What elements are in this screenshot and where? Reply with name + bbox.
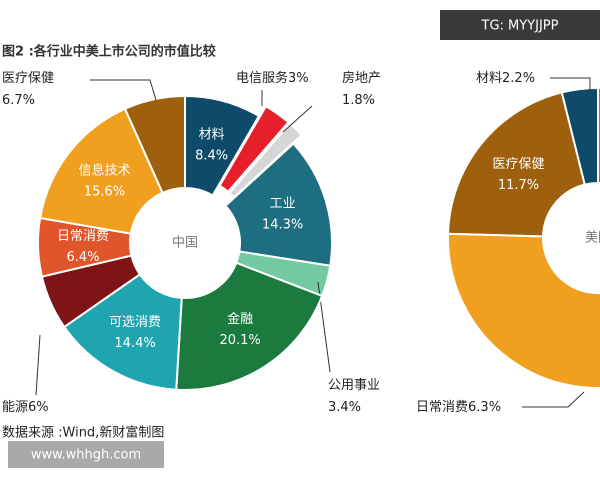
slice-name: 可选消费 [109,314,161,329]
slice-value: 14.3% [262,217,303,232]
center-label: 美国 [585,231,600,246]
slice-label: 材料 8.4% [195,127,228,163]
donut-slice [224,142,333,267]
donut-chart: 材料 8.4% 电信服务3% 房地产 1.8% 工业 14.3% 公用事业 3.4% 金融 20.1… [2,70,381,415]
slice-label: 日常消费 6.4% [57,229,109,265]
slice-name: 日常消费 [57,229,109,244]
watermark-box [440,10,600,40]
slice-name: 材料 [476,71,502,86]
slice-name: 金融 [227,310,253,326]
slice-value: 2.2% [502,71,535,86]
slice-value: 3% [288,71,309,86]
slice-label: 公用事业 3.4% [328,378,380,415]
slice-name: 材料 [199,127,225,142]
slice-label: 能源6% [2,400,49,415]
slice-value: 6% [28,400,49,415]
slice-value: 20.1% [219,332,260,347]
leader-line [35,334,41,396]
slice-label: 金融 20.1% [219,310,260,347]
slice-name: 日常消费 [416,400,468,415]
donut-slice [447,232,600,389]
slice-label: 房地产 1.8% [342,70,381,108]
slice-label: 可选消费 14.4% [109,314,161,350]
slice-value: 14.4% [114,335,155,350]
donut-slice [38,107,164,235]
donut-slice [184,94,261,197]
watermark-box [8,441,164,468]
donut-slice [218,104,290,194]
slice-label: 材料2.2% [476,71,535,86]
slice-value: 15.6% [84,184,125,199]
slice-label: 医疗保健 6.7% [2,71,54,108]
slice-value: 6.4% [67,250,100,265]
watermark: www.whhgh.com [31,448,141,463]
slice-name: 医疗保健 [2,71,54,86]
slice-label: 电信服务3% [236,70,309,86]
slice-value: 1.8% [342,93,375,108]
slice-name: 公用事业 [328,378,380,393]
leader-line [90,79,157,101]
slice-label: 医疗保健 11.7% [492,157,544,193]
leader-line [522,391,585,408]
leader-line [282,105,313,133]
donut-slice [175,261,324,391]
slice-value: 6.7% [2,93,35,108]
page-title: 图2 :各行业中美上市公司的市值比较 [2,44,216,60]
donut-slice [123,94,186,195]
slice-name: 工业 [270,196,296,211]
leader-line [550,77,591,92]
slice-name: 医疗保健 [492,157,544,172]
slice-name: 房地产 [342,70,381,86]
slice-label: 工业 14.3% [262,196,303,232]
slice-value: 3.4% [328,400,361,415]
watermark: TG: MYYJJPP [481,19,559,34]
slice-value: 8.4% [195,148,228,163]
slice-name: 能源 [2,400,28,415]
donut-slice [62,272,183,391]
source: 数据来源 :Wind,新财富制图 [2,425,164,441]
center-label: 中国 [172,236,198,251]
slice-name: 信息技术 [78,162,130,178]
slice-value: 6.3% [468,400,501,415]
donut-slice [447,91,586,238]
charts: 材料 8.4% 电信服务3% 房地产 1.8% 工业 14.3% 公用事业 3.4% 金融 20.1… [2,70,600,415]
slice-label: 信息技术 15.6% [78,162,130,199]
slice-value: 11.7% [498,178,539,193]
slice-name: 电信服务 [236,70,288,86]
slice-label: 日常消费6.3% [416,400,501,415]
